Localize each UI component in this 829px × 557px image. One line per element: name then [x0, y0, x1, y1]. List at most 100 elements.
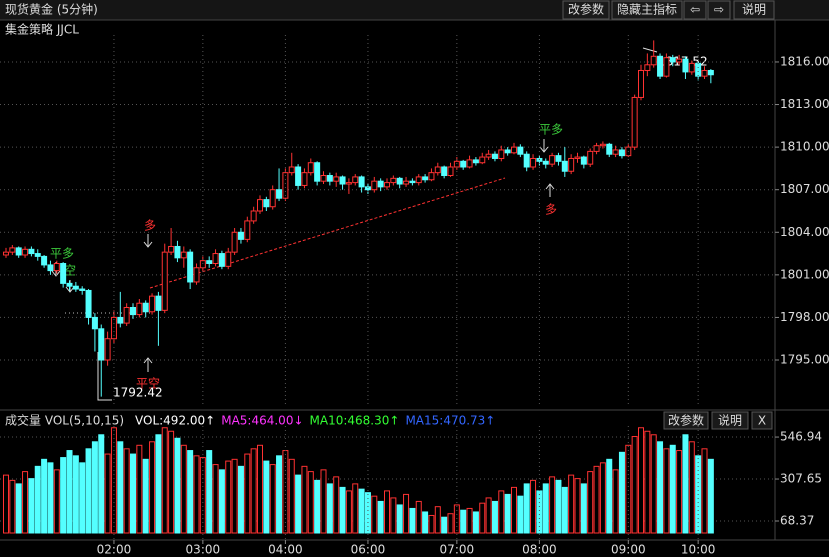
candle-body [669, 57, 676, 63]
volume-bar [485, 497, 492, 534]
annotation: 平多 [50, 247, 74, 261]
candle-body [104, 338, 111, 361]
volume-bar [161, 427, 168, 534]
candle-body [288, 166, 295, 174]
volume-bar [123, 448, 130, 534]
button-label[interactable]: 改参数 [568, 2, 604, 17]
volume-bar [511, 486, 517, 534]
volume-bar [276, 455, 283, 534]
candle-body [377, 180, 384, 188]
candle-body [212, 253, 219, 265]
candle-body [326, 175, 333, 182]
volume-bar [345, 490, 352, 534]
volume-bar [530, 479, 537, 534]
candle-body [66, 282, 73, 287]
candle-body [149, 295, 156, 313]
volume-bar [428, 514, 435, 534]
button[interactable] [751, 411, 773, 430]
volume-bar [517, 495, 524, 534]
button[interactable] [683, 0, 707, 20]
volume-bar [206, 450, 213, 534]
candle-body [415, 176, 422, 184]
volume-bar [180, 444, 187, 534]
button-label[interactable]: 隐藏主指标 [617, 2, 677, 17]
candle-body [612, 149, 619, 155]
volume-bar [612, 469, 619, 534]
volume-bar [22, 471, 29, 534]
annotation: 平空 [136, 377, 160, 391]
button-label[interactable]: 改参数 [668, 413, 704, 428]
x-tick-label: 06:00 [351, 543, 386, 557]
button-label[interactable]: 说明 [718, 413, 742, 428]
button[interactable] [711, 411, 749, 430]
candle-body [523, 153, 530, 168]
candle-body [174, 245, 181, 259]
volume-bar [168, 430, 175, 534]
arrow [539, 139, 549, 153]
volume-bar [212, 464, 219, 534]
button[interactable] [733, 0, 775, 20]
volume-bar [542, 483, 549, 534]
volume-bar [618, 451, 625, 534]
volume-bar [574, 478, 581, 534]
candle-body [72, 285, 79, 290]
button-label[interactable]: ⇦ [690, 3, 700, 17]
button[interactable] [611, 0, 683, 20]
candle-body [561, 160, 568, 172]
volume-bar [498, 490, 505, 534]
button[interactable] [663, 411, 709, 430]
volume-bar [149, 441, 156, 534]
volume-bar [28, 478, 35, 534]
volume-bar [110, 427, 117, 534]
x-tick-label: 03:00 [186, 543, 221, 557]
candle-body [517, 146, 524, 155]
candle-body [231, 231, 238, 253]
volume-bar [396, 504, 403, 534]
candle-body [530, 157, 537, 168]
candle-body [631, 96, 638, 148]
button-label[interactable]: X [758, 414, 766, 428]
volume-bar [599, 462, 606, 534]
volume-bar [231, 458, 238, 534]
volume-bar [174, 437, 181, 534]
volume-bar [377, 500, 384, 534]
volume-bar [314, 479, 321, 534]
signal-line [149, 177, 506, 289]
volume-bar [60, 457, 67, 534]
legend-item: MA10:468.30↑ [310, 414, 400, 428]
candle-body [218, 253, 225, 267]
candle-body [466, 159, 473, 168]
candle-body [168, 245, 175, 253]
button[interactable] [562, 0, 610, 20]
y-tick-label: 1807.00 [780, 182, 829, 196]
candle-body [257, 199, 263, 212]
candle-body [206, 260, 213, 265]
candle-body [511, 146, 517, 154]
candle-body [542, 160, 549, 165]
volume-bar [555, 479, 562, 534]
annotation: 平多 [539, 123, 563, 137]
candle-body [707, 69, 714, 76]
volume-bar [447, 513, 454, 534]
volume-bar [415, 500, 422, 534]
button-label[interactable]: ⇨ [714, 3, 724, 17]
candle-body [695, 62, 702, 77]
volume-bar [472, 511, 479, 534]
candle-body [225, 251, 232, 267]
candle-body [428, 172, 435, 181]
candle-body [650, 55, 657, 66]
candle-body [434, 166, 441, 174]
button-label[interactable]: 说明 [742, 2, 766, 17]
volume-bar [422, 511, 429, 534]
candle-body [688, 62, 695, 73]
volume-bar [593, 465, 600, 534]
candle-body [15, 247, 22, 256]
candle-body [568, 157, 575, 172]
volume-bar [237, 465, 244, 534]
button[interactable] [707, 0, 731, 20]
volume-bar [34, 465, 41, 534]
volume-bar [625, 444, 632, 534]
candle-body [555, 155, 562, 162]
volume-bar [263, 460, 270, 534]
